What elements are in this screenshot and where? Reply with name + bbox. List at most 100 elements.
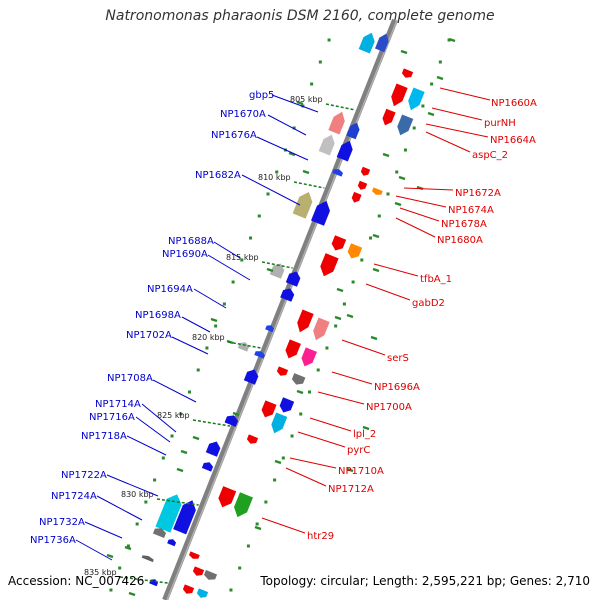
gene-block: [276, 366, 289, 376]
forward-gene-leader: [207, 254, 251, 281]
gene-block: [372, 187, 383, 195]
feature-tick: [394, 201, 402, 207]
forward-gene-label: NP1722A: [61, 470, 107, 481]
forward-gene-leader: [181, 316, 211, 333]
kbp-marker-label: 805 kbp: [290, 95, 323, 104]
kbp-marker-label: 835 kbp: [84, 568, 117, 577]
guide-dot: [327, 38, 331, 42]
gene-block: [318, 134, 335, 156]
feature-tick: [427, 111, 435, 117]
gene-block-body: [347, 243, 363, 259]
gene-block: [201, 462, 214, 472]
gene-block: [155, 494, 182, 533]
forward-gene-label: NP1702A: [126, 330, 172, 341]
gene-block-body: [285, 271, 301, 287]
feature-tick: [128, 591, 136, 597]
feature-tick: [362, 425, 370, 431]
forward-gene-label: NP1698A: [135, 310, 181, 321]
kbp-marker-line: [227, 341, 262, 349]
gene-block: [382, 108, 396, 126]
guide-dot: [222, 302, 226, 306]
reverse-gene-leader: [285, 467, 327, 487]
gene-block-body: [336, 140, 353, 162]
gene-block-body: [265, 325, 275, 333]
gene-block-body: [141, 555, 154, 563]
reverse-gene-label: NP1710A: [338, 466, 384, 477]
gene-block: [351, 191, 362, 203]
kbp-marker-line: [156, 498, 199, 506]
forward-gene-label: NP1732A: [39, 517, 85, 528]
reverse-gene-leader: [331, 371, 373, 385]
guide-dot: [318, 60, 322, 64]
gene-block-body: [358, 32, 375, 54]
gene-block-body: [401, 68, 414, 78]
reverse-gene-leader: [425, 131, 471, 153]
gene-block-body: [331, 235, 347, 251]
guide-dot: [307, 390, 311, 394]
reverse-gene-leader: [395, 195, 447, 208]
forward-gene-leader: [171, 336, 209, 355]
feature-tick: [336, 287, 344, 293]
guide-dot: [403, 148, 407, 152]
reverse-gene-label: NP1696A: [374, 382, 420, 393]
forward-gene-label: NP1694A: [147, 284, 193, 295]
gene-block-body: [152, 528, 167, 538]
forward-gene-leader: [267, 114, 307, 136]
guide-dot: [196, 368, 200, 372]
gene-block-body: [243, 369, 259, 385]
guide-dot: [135, 522, 139, 526]
reverse-gene-leader: [395, 217, 436, 238]
gene-block-body: [391, 83, 408, 107]
reverse-gene-leader: [309, 417, 352, 432]
guide-dot: [170, 434, 174, 438]
kbp-marker-line: [293, 181, 325, 189]
forward-gene-leader: [75, 539, 113, 561]
gene-block-body: [192, 566, 205, 576]
forward-gene-label: NP1718A: [81, 431, 127, 442]
gene-block-body: [313, 317, 330, 341]
guide-dot: [275, 170, 279, 174]
gene-block-body: [280, 288, 295, 302]
gene-block: [243, 369, 259, 385]
forward-gene-label: NP1708A: [107, 373, 153, 384]
forward-gene-label: NP1724A: [51, 491, 97, 502]
gene-block: [313, 317, 330, 341]
reverse-gene-leader: [289, 457, 337, 469]
gene-block-body: [291, 373, 306, 385]
gene-block-body: [271, 412, 288, 434]
kbp-marker-line: [119, 576, 168, 584]
feature-tick: [436, 75, 444, 81]
gene-block-body: [203, 570, 218, 580]
reverse-gene-label: NP1712A: [328, 484, 374, 495]
forward-gene-label: NP1682A: [195, 170, 241, 181]
forward-gene-label: NP1716A: [89, 412, 135, 423]
guide-dot: [412, 126, 416, 130]
guide-dot: [249, 236, 253, 240]
forward-gene-leader: [271, 94, 319, 113]
guide-dot: [126, 544, 130, 548]
reverse-gene-leader: [431, 107, 483, 121]
guide-dot: [292, 126, 296, 130]
forward-gene-label: gbp5: [249, 90, 274, 101]
feature-tick: [346, 313, 354, 319]
gene-block-body: [269, 263, 285, 279]
gene-block-body: [292, 191, 313, 219]
forward-gene-leader: [135, 416, 171, 443]
reverse-gene-leader: [317, 391, 365, 405]
gene-block-body: [297, 309, 314, 333]
feature-tick: [372, 267, 380, 273]
gene-block: [152, 528, 167, 538]
kbp-marker-label: 830 kbp: [121, 490, 154, 499]
gene-block: [328, 111, 345, 135]
kbp-marker-line: [192, 419, 231, 427]
reverse-gene-label: serS: [387, 353, 409, 364]
guide-dot: [109, 588, 113, 592]
guide-dot: [264, 500, 268, 504]
forward-gene-leader: [106, 474, 159, 497]
reverse-gene-label: purNH: [484, 118, 516, 129]
feature-tick: [382, 152, 390, 158]
reverse-gene-label: NP1674A: [448, 205, 494, 216]
gene-block-body: [360, 166, 371, 176]
guide-dot: [299, 412, 303, 416]
